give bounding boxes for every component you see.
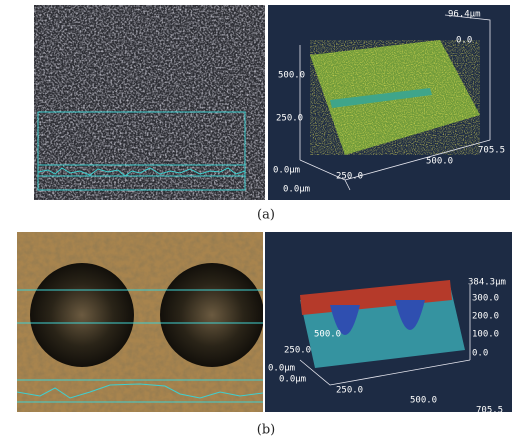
axis-label: 96.4μm [448, 10, 481, 20]
axis-label: 250.0 [336, 172, 363, 182]
axis-label: 0.0 [472, 349, 488, 359]
axis-label: 500.0 [410, 396, 437, 406]
axis-label: 0.0μm [268, 364, 295, 374]
surface-plot-a [268, 5, 510, 200]
axis-label: 200.0 [472, 312, 499, 322]
axis-label: 500.0 [278, 71, 305, 81]
axis-label: 0.0 [456, 36, 472, 46]
axis-label: 100.0 [472, 330, 499, 340]
micrograph-b [17, 232, 263, 412]
axis-label: 705.5 [476, 406, 503, 416]
axis-label: 500.0 [314, 330, 341, 340]
axis-label: 250.0 [336, 386, 363, 396]
axis-label: 384.3μm [468, 278, 506, 288]
axis-label: 500.0 [426, 157, 453, 167]
axis-label: 0.0μm [273, 166, 300, 176]
axis-label: 705.5 [478, 146, 505, 156]
axis-label: 250.0 [284, 346, 311, 356]
axis-label: 0.0μm [279, 375, 306, 385]
axis-label: 0.0μm [283, 185, 310, 195]
caption-a: (a) [257, 208, 275, 223]
axis-label: 300.0 [472, 294, 499, 304]
surface-plot-b [265, 232, 512, 412]
axis-label: 250.0 [276, 114, 303, 124]
micrograph-a [34, 5, 265, 200]
caption-b: (b) [257, 423, 275, 438]
